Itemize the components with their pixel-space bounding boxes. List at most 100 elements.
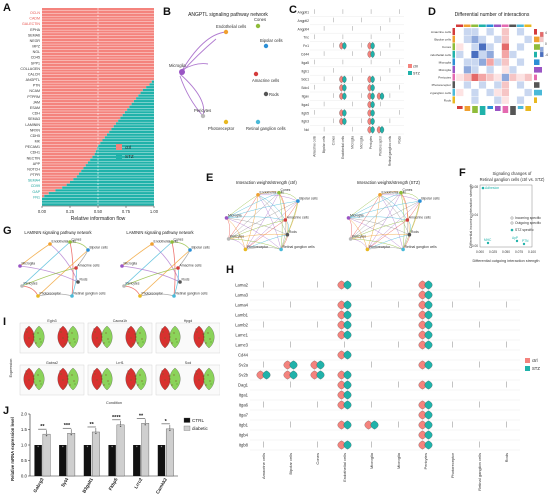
expression-jitter-point (28, 337, 30, 339)
heatmap-cell (478, 81, 487, 89)
violin-shape (370, 126, 375, 134)
expression-jitter-point (67, 378, 69, 380)
violin-shape (101, 325, 113, 349)
expression-jitter-point (171, 342, 173, 344)
expression-jitter-point (107, 380, 109, 382)
violin-shape (424, 320, 433, 330)
expression-jitter-point (101, 378, 103, 380)
heatmap-cell (455, 96, 464, 105)
heatmap-row-label: Cones (442, 45, 451, 49)
flow-bar-stz (94, 153, 154, 156)
ctrl-network-node (296, 199, 300, 203)
expression-jitter-point (37, 332, 39, 334)
heatmap-scale-step (539, 31, 544, 38)
x-tick: 0.050 (502, 250, 510, 254)
flow-bar-stz (109, 130, 154, 134)
expression-jitter-point (176, 383, 178, 385)
expression-jitter-point (74, 341, 76, 343)
expression-jitter-point (26, 373, 28, 375)
node-label: Cones (254, 17, 266, 22)
flow-bar-stz (118, 119, 154, 122)
node-label: Pericytes (194, 108, 211, 113)
flow-category-label: CADM (29, 17, 40, 21)
violin-shape (424, 410, 433, 420)
violin-shape (33, 325, 45, 349)
flow-bar-stz (70, 180, 154, 184)
heatmap-scale-step (539, 36, 544, 43)
flow-bar-ctrl (42, 86, 147, 89)
flow-bar-ctrl (42, 139, 103, 142)
flow-bar-ctrl (42, 97, 137, 100)
flow-category-label: APP (33, 162, 41, 166)
violin-cell-label: Pericytes (369, 136, 373, 150)
flow-category-label: FN1 (33, 195, 40, 199)
violin-cell-label: Amacrine cells (313, 136, 317, 157)
y-tick: 0.04 (472, 213, 478, 217)
heatmap-cell (493, 96, 502, 105)
violin-shape (424, 300, 433, 310)
violin-gene-label: Itgb5 (301, 111, 309, 115)
flow-category-label: MK (35, 140, 41, 144)
heatmap-cell (478, 58, 487, 67)
heatmap-row-summary-bar (534, 44, 542, 50)
expression-jitter-point (209, 338, 211, 340)
h-violin-gene-label: Lamb1 (235, 313, 248, 318)
flow-bar-stz (124, 111, 154, 114)
h-violin-gene-label: Lamc1 (235, 333, 248, 338)
heatmap-row-summary-bar (534, 97, 537, 103)
heatmap-title: Differential number of interactions (455, 12, 530, 18)
y-tick: 0.08 (472, 185, 478, 189)
flow-bar-ctrl (42, 116, 121, 120)
violin-shape (343, 380, 352, 390)
flow-bar-ctrl (42, 41, 154, 44)
heatmap-cell (463, 88, 472, 97)
node-label: Microglia (169, 63, 186, 68)
expression-jitter-point (30, 385, 32, 387)
heatmap-col-annotation (471, 24, 479, 27)
x-tick: 0.000 (476, 250, 484, 254)
qpcr-significance-mark: * (165, 419, 168, 425)
qpcr-bar-ctrl (83, 445, 92, 476)
expression-jitter-point (210, 341, 212, 343)
angptl-network-edges (179, 31, 227, 117)
flow-bar-ctrl (42, 153, 95, 156)
qpcr-replicate-point (119, 425, 122, 428)
heatmap-row-summary-bar (534, 82, 540, 88)
flow-legend-swatch (116, 153, 122, 159)
flow-x-tick-label: 0.50 (94, 209, 103, 214)
heatmap-cell (516, 50, 525, 59)
expression-jitter-point (71, 332, 73, 334)
expression-jitter-point (35, 342, 37, 344)
flow-bar-ctrl (42, 175, 77, 178)
expression-jitter-point (128, 373, 130, 375)
flow-bar-stz (100, 141, 154, 145)
expression-jitter-point (73, 338, 75, 340)
violin-cell-label: Microglia (350, 136, 354, 149)
flow-bar-ctrl (42, 72, 154, 75)
flow-category-label: CD99 (31, 184, 40, 188)
flow-category-label: SPP1 (31, 61, 40, 65)
violin-gene-label: Angptl4 (298, 27, 310, 31)
heatmap-cell (486, 58, 495, 67)
violin-gene-label: Angptl1 (298, 11, 310, 15)
expression-jitter-point (135, 378, 137, 380)
flow-bar-stz (92, 155, 154, 159)
laminin-stz-network-node-label: Endothelial cells (154, 240, 179, 244)
flow-bar-ctrl (42, 155, 93, 159)
qpcr-replicate-point (70, 434, 72, 436)
flow-bar-stz (87, 161, 154, 164)
expression-jitter-point (142, 383, 144, 385)
heatmap-row-label: Microglia (439, 60, 452, 64)
heatmap-row-annotation (452, 96, 455, 104)
ctrl-network-edge (245, 247, 282, 250)
heatmap-cell (516, 58, 525, 67)
heatmap-cell (501, 35, 510, 44)
violin-shape (424, 400, 433, 410)
heatmap-cell (471, 27, 479, 36)
scatter-title: Signaling changes of (493, 171, 533, 176)
expression-jitter-point (195, 328, 197, 330)
flow-bar-stz (140, 91, 154, 95)
flow-legend-swatch (116, 144, 122, 150)
flow-bar-stz (131, 102, 154, 106)
violin-shape (125, 367, 137, 391)
